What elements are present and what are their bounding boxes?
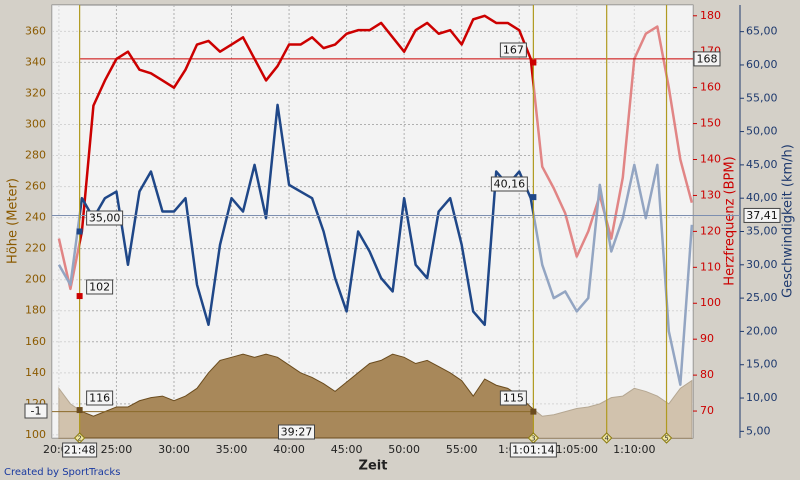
x-tick-label: 35:00 — [216, 443, 248, 456]
y-tick-label: 220 — [25, 242, 46, 255]
x-tick-label: 45:00 — [331, 443, 363, 456]
y3-tick-label: 5,00 — [746, 424, 771, 437]
marker-label: 5 — [664, 435, 668, 443]
y3-tick-label: 45,00 — [746, 158, 778, 171]
x-tick-label: 30:00 — [158, 443, 190, 456]
marker-diamond — [600, 432, 613, 444]
selection-end: 1:01:14 — [512, 444, 554, 457]
readout-point — [530, 194, 537, 201]
elevation-change: -1 — [31, 405, 42, 418]
marker-diamond — [660, 432, 673, 444]
x-tick-label: 25:00 — [101, 443, 133, 456]
y-axis-title: Höhe (Meter) — [6, 178, 21, 264]
y-tick-label: 260 — [25, 180, 46, 193]
y2-tick-label: 80 — [700, 368, 714, 381]
elevation-end: 115 — [503, 392, 524, 405]
readout-point — [76, 293, 83, 300]
y3-tick-label: 50,00 — [746, 125, 778, 138]
heart-rate-end-box — [499, 42, 527, 58]
y3-tick-label: 25,00 — [746, 291, 778, 304]
y2-tick-label: 90 — [700, 332, 714, 345]
y-tick-label: 320 — [25, 86, 46, 99]
y3-tick-label: 60,00 — [746, 58, 778, 71]
x-tick-label: 55:00 — [446, 443, 478, 456]
selection-start: 21:48 — [64, 444, 96, 457]
unselected-overlay — [52, 5, 80, 438]
x-tick-label: 1:10:00 — [613, 443, 655, 456]
heart-rate-start-box — [86, 279, 114, 295]
elevation-change-box — [24, 403, 48, 419]
speed-level-box — [743, 207, 781, 223]
y3-tick-label: 55,00 — [746, 91, 778, 104]
x-tick-label: 1:05:00 — [556, 443, 598, 456]
y3-tick-label: 20,00 — [746, 324, 778, 337]
heart-rate-level: 168 — [697, 52, 718, 65]
selection-duration-box — [278, 424, 316, 440]
selection-end-box — [509, 442, 557, 458]
speed-start: 35,00 — [89, 212, 121, 225]
speed-end: 40,16 — [494, 178, 526, 191]
speed-level: 37,41 — [746, 209, 778, 222]
y3-tick-label: 40,00 — [746, 191, 778, 204]
y2-tick-label: 130 — [700, 188, 721, 201]
speed-end-box — [490, 176, 528, 192]
y-tick-label: 280 — [25, 149, 46, 162]
y2-axis-title: Herzfrequenz (BPM) — [723, 156, 738, 285]
heart-rate-start: 102 — [89, 281, 110, 294]
readout-point — [530, 59, 537, 66]
selection-start-box — [62, 442, 98, 458]
y-tick-label: 160 — [25, 335, 46, 348]
elevation-start: 116 — [89, 392, 110, 405]
y-tick-label: 200 — [25, 273, 46, 286]
heart-rate-level-box — [693, 51, 721, 67]
unselected-overlay — [533, 5, 693, 438]
y2-tick-label: 120 — [700, 224, 721, 237]
readout-point — [530, 408, 537, 415]
marker-label: 4 — [604, 435, 609, 443]
y-tick-label: 240 — [25, 211, 46, 224]
y2-tick-label: 110 — [700, 260, 721, 273]
y2-tick-label: 180 — [700, 9, 721, 22]
marker-label: 2 — [77, 435, 81, 443]
y-tick-label: 140 — [25, 366, 46, 379]
y2-tick-label: 150 — [700, 117, 721, 130]
readout-point — [76, 407, 83, 414]
x-tick-label: 40:00 — [273, 443, 305, 456]
speed-start-box — [86, 210, 124, 226]
y2-tick-label: 70 — [700, 404, 714, 417]
y3-tick-label: 65,00 — [746, 25, 778, 38]
readout-point — [76, 228, 83, 235]
y3-tick-label: 35,00 — [746, 224, 778, 237]
y3-tick-label: 30,00 — [746, 258, 778, 271]
y-tick-label: 180 — [25, 304, 46, 317]
y2-tick-label: 140 — [700, 153, 721, 166]
credit: Created by SportTracks — [4, 467, 120, 478]
heart-rate-end: 167 — [503, 44, 524, 57]
elevation-end-box — [499, 390, 527, 406]
selection-duration: 39:27 — [281, 426, 313, 439]
y-tick-label: 300 — [25, 118, 46, 131]
y-tick-label: 340 — [25, 55, 46, 68]
y2-tick-label: 100 — [700, 296, 721, 309]
y2-tick-label: 160 — [700, 81, 721, 94]
y-tick-label: 360 — [25, 24, 46, 37]
y3-tick-label: 15,00 — [746, 358, 778, 371]
x-axis-title: Zeit — [359, 459, 388, 474]
elevation-start-box — [86, 390, 114, 406]
y3-axis-title: Geschwindigkeit (km/h) — [781, 144, 796, 298]
x-tick-label: 50:00 — [388, 443, 420, 456]
y-tick-label: 100 — [25, 428, 46, 441]
marker-label: 3 — [531, 435, 535, 443]
y3-tick-label: 10,00 — [746, 391, 778, 404]
